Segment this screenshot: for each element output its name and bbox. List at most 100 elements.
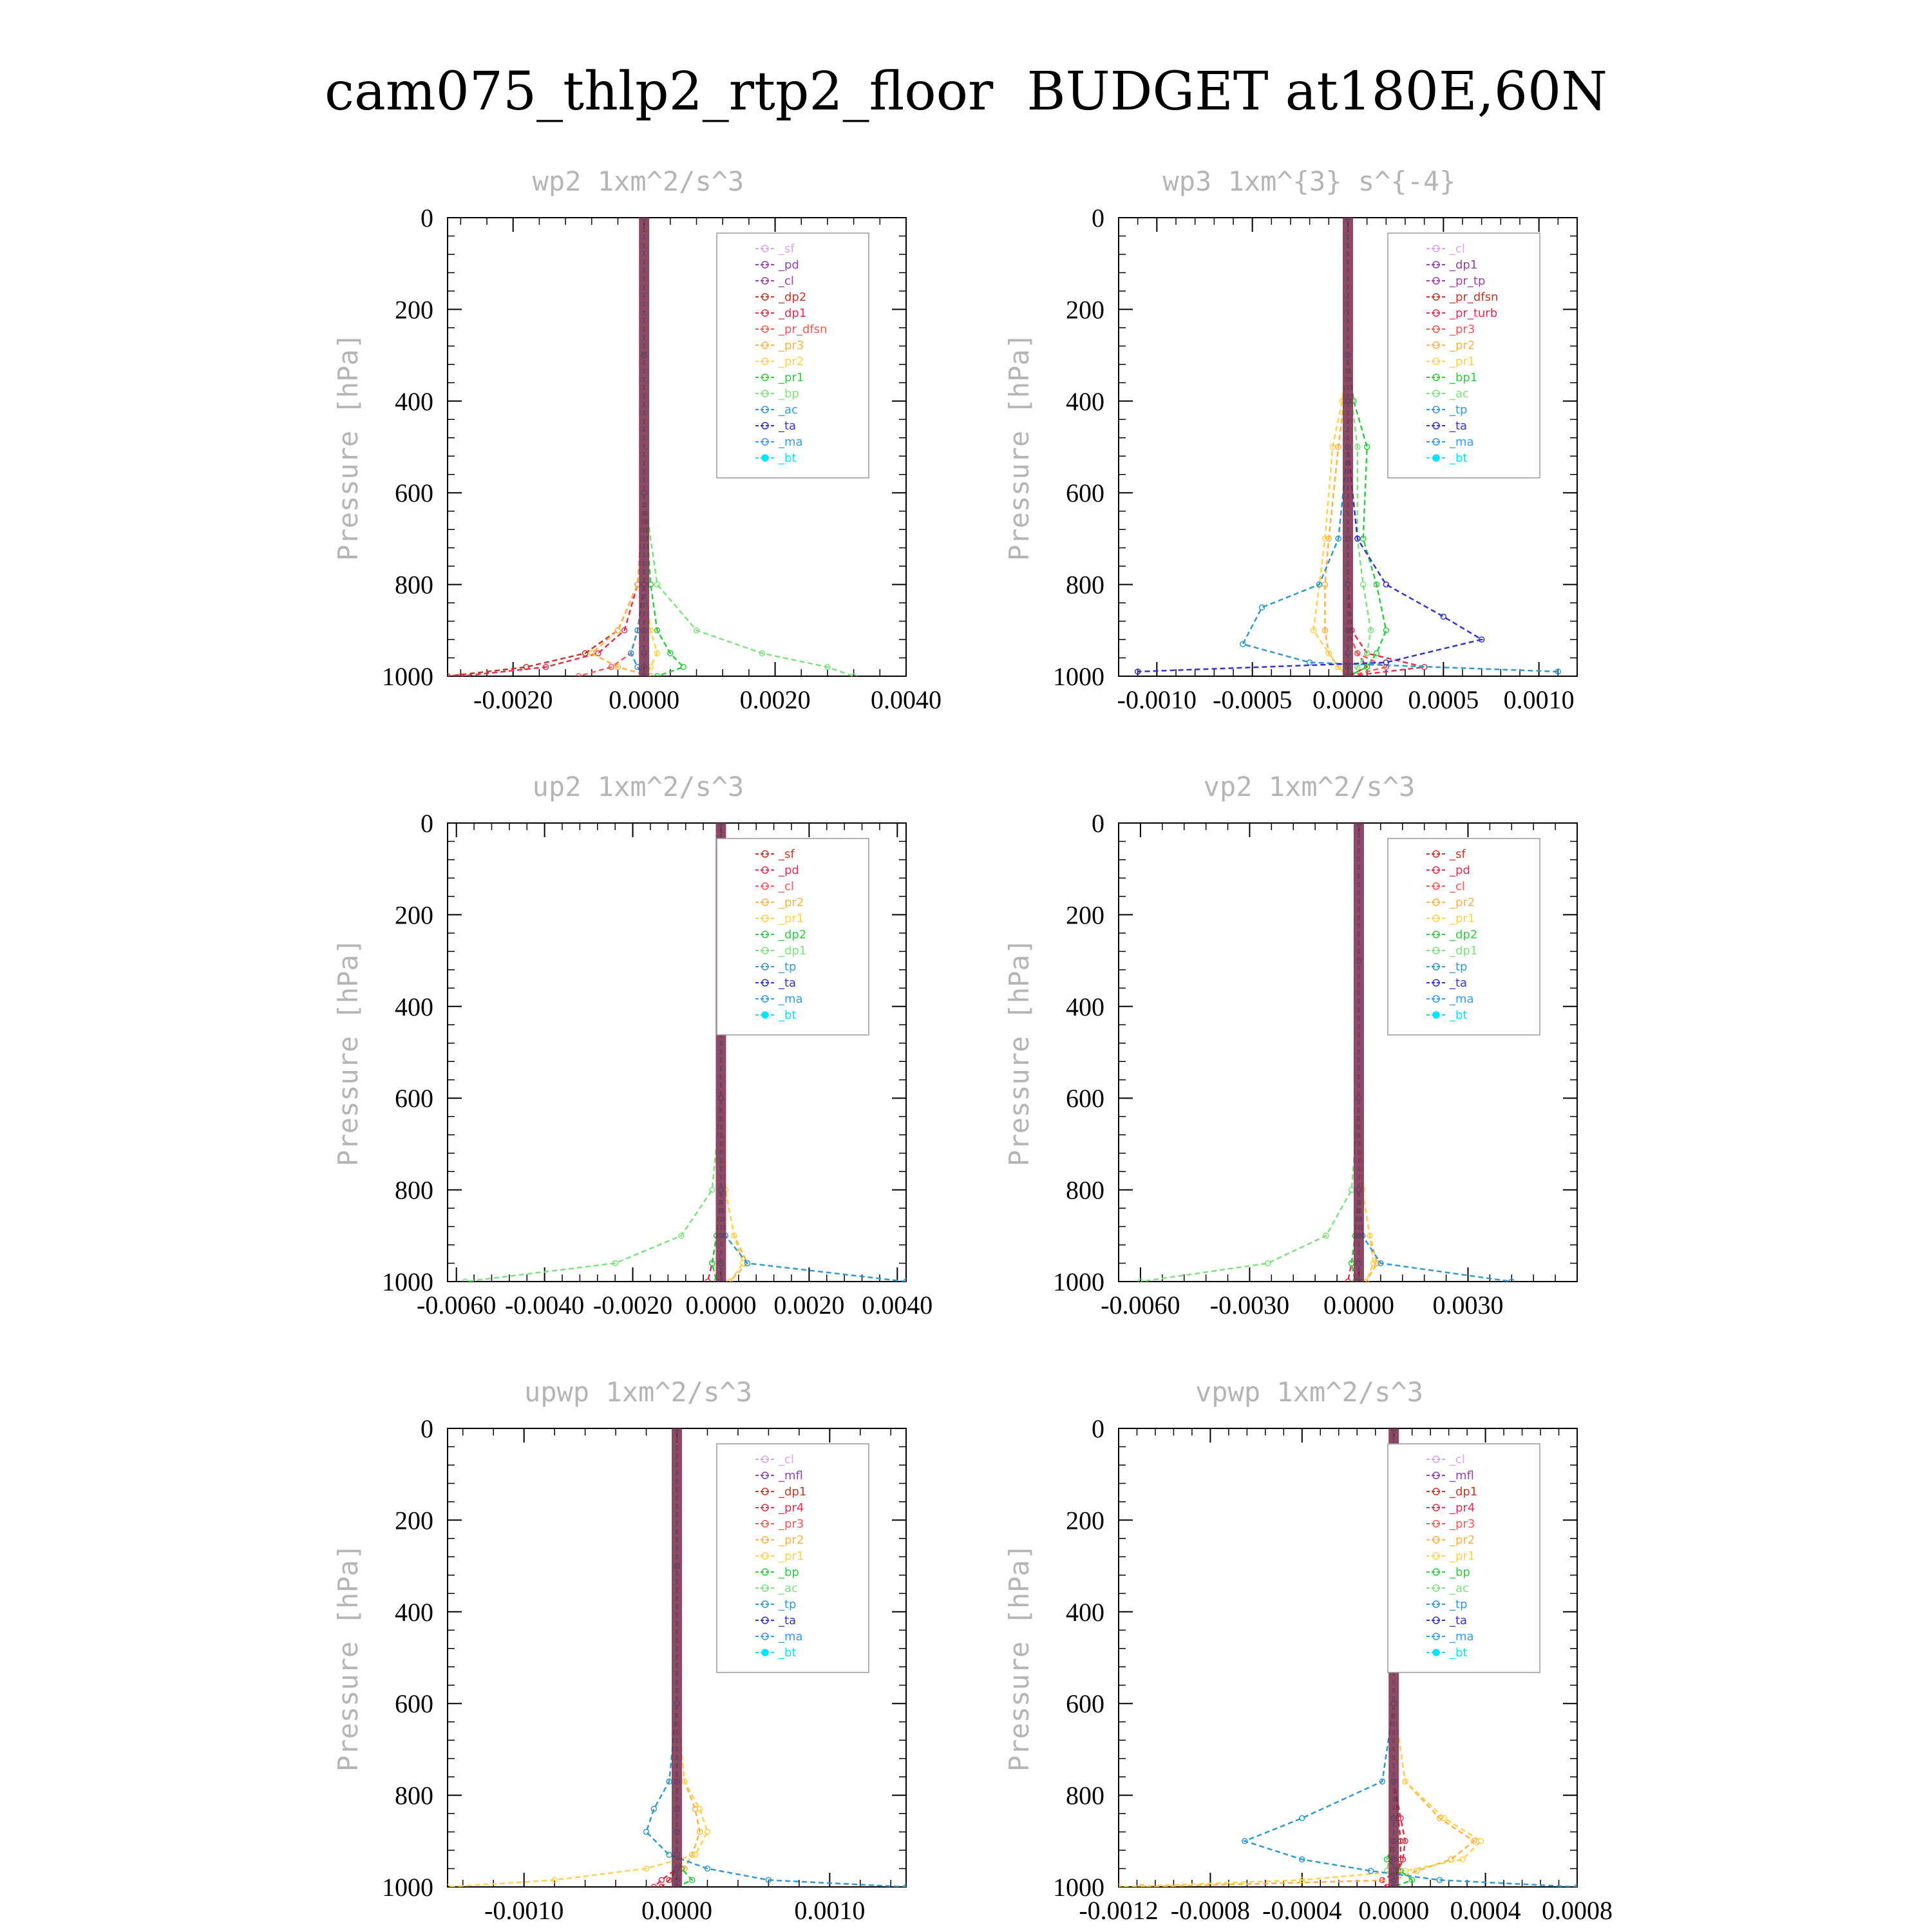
data-point <box>595 650 601 657</box>
y-tick-label: 400 <box>1066 387 1104 416</box>
legend-label: _pr1 <box>1449 912 1475 925</box>
data-point <box>462 1278 469 1282</box>
panel-title: vp2 1xm^2/s^3 <box>1204 771 1416 802</box>
data-point <box>693 627 700 634</box>
data-point <box>1367 627 1374 634</box>
legend-label: _ta <box>1449 419 1467 433</box>
legend-marker <box>1432 1504 1440 1511</box>
legend-marker <box>761 963 769 971</box>
x-tick-label: 0.0000 <box>641 1896 712 1925</box>
data-point <box>1508 1278 1515 1282</box>
legend-marker <box>761 979 769 987</box>
y-tick-label: 0 <box>1092 1414 1104 1443</box>
data-point <box>643 1828 650 1835</box>
data-point <box>680 664 687 670</box>
legend-marker <box>761 438 769 446</box>
legend-label: _pr3 <box>1449 1517 1475 1531</box>
legend-marker <box>1432 1616 1440 1624</box>
data-point <box>1299 1815 1305 1821</box>
x-tick-label: -0.0010 <box>1117 685 1197 714</box>
legend-label: _mfl <box>778 1469 803 1482</box>
y-tick-label: 600 <box>1066 1689 1104 1718</box>
data-point <box>1348 1186 1355 1193</box>
legend-marker <box>761 357 769 365</box>
x-tick-label: 0.0020 <box>740 685 811 714</box>
data-point <box>582 650 589 657</box>
legend: _sf _pd _cl _pr2 _pr1 _dp2 _dp1 _tp _ta _ma _bt <box>716 838 869 1036</box>
legend-label: _cl <box>778 880 794 893</box>
legend-marker <box>1432 390 1440 397</box>
data-point <box>1363 1278 1370 1282</box>
legend-marker <box>761 390 769 397</box>
legend-label: _ta <box>778 419 796 433</box>
legend-marker <box>1432 1520 1440 1528</box>
legend-marker <box>761 1552 769 1560</box>
legend-label: _pr4 <box>778 1501 804 1515</box>
legend-marker <box>761 1488 769 1495</box>
legend-marker <box>1432 850 1440 858</box>
legend-marker <box>761 866 769 874</box>
data-point <box>614 627 621 634</box>
chart-panel-1: wp2 1xm^2/s^3 Pressure [hPa] 0 200 400 600 800… <box>332 166 942 714</box>
y-tick-label: 200 <box>395 295 433 324</box>
legend-label: _bt <box>778 451 796 465</box>
y-axis-label: Pressure [hPa] <box>332 938 364 1166</box>
data-point <box>1477 1838 1484 1844</box>
legend-marker <box>1432 979 1440 987</box>
x-tick-label: -0.0020 <box>473 685 553 714</box>
data-point <box>704 1865 711 1872</box>
legend: _sf _pd _cl _pr2 _pr1 _dp2 _dp1 _tp _ta _ma _bt <box>1387 838 1540 1036</box>
series-line-dp1 <box>1140 823 1360 1282</box>
y-axis-label: Pressure [hPa] <box>1003 938 1035 1166</box>
legend-marker <box>1432 309 1440 317</box>
data-point <box>739 1260 746 1267</box>
data-point <box>650 1806 658 1812</box>
legend-label: _ta <box>1449 1614 1467 1627</box>
data-point <box>704 1828 711 1835</box>
legend-marker <box>761 1600 769 1608</box>
legend-label: _pr1 <box>1449 1549 1475 1563</box>
legend-label: _ma <box>1449 992 1474 1006</box>
data-point <box>1402 1868 1408 1874</box>
legend-box <box>716 1443 869 1673</box>
legend-marker <box>1432 1649 1440 1656</box>
data-point <box>1373 650 1380 657</box>
legend-box <box>716 232 869 478</box>
legend-label: _pr_dfsn <box>778 323 827 336</box>
data-point <box>1379 1778 1386 1785</box>
legend-marker <box>1432 866 1440 874</box>
legend-label: _dp2 <box>1449 928 1477 942</box>
data-point <box>705 1278 711 1282</box>
legend-marker <box>1432 1568 1440 1576</box>
y-tick-label: 0 <box>421 1414 433 1443</box>
legend-marker <box>761 1520 769 1528</box>
plot-frame <box>1118 1428 1578 1888</box>
series-line-pr1 <box>1119 1428 1482 1887</box>
data-point <box>850 673 857 676</box>
legend-label: _pr_tp <box>1449 274 1485 288</box>
legend-marker <box>761 454 769 462</box>
data-point <box>614 664 621 670</box>
data-point <box>1471 1838 1477 1844</box>
chart-panel-3: up2 1xm^2/s^3 Pressure [hPa] 0 200 400 600 800… <box>332 771 933 1320</box>
legend-label: _tp <box>1449 403 1467 417</box>
y-tick-label: 200 <box>1066 295 1104 324</box>
data-point <box>1329 444 1336 450</box>
data-point <box>1363 664 1370 670</box>
legend-label: _cl <box>778 274 794 288</box>
y-tick-label: 600 <box>395 1689 433 1718</box>
data-point <box>1138 1884 1145 1887</box>
data-point <box>647 673 654 676</box>
y-tick-label: 800 <box>1066 1781 1104 1810</box>
data-point <box>1383 627 1390 634</box>
data-point <box>1310 627 1317 634</box>
legend-label: _dp2 <box>778 290 806 304</box>
data-point <box>575 673 582 676</box>
legend-marker <box>1432 261 1440 269</box>
legend-marker <box>761 325 769 333</box>
legend-box <box>1387 1443 1540 1673</box>
legend-label: _ac <box>1449 1582 1469 1595</box>
legend-label: _bt <box>778 1009 796 1022</box>
legend: _sf _pd _cl _dp2 _dp1 _pr_dfsn _pr3 _pr2 _pr1 _bp… <box>716 232 869 478</box>
legend-marker <box>761 914 769 922</box>
